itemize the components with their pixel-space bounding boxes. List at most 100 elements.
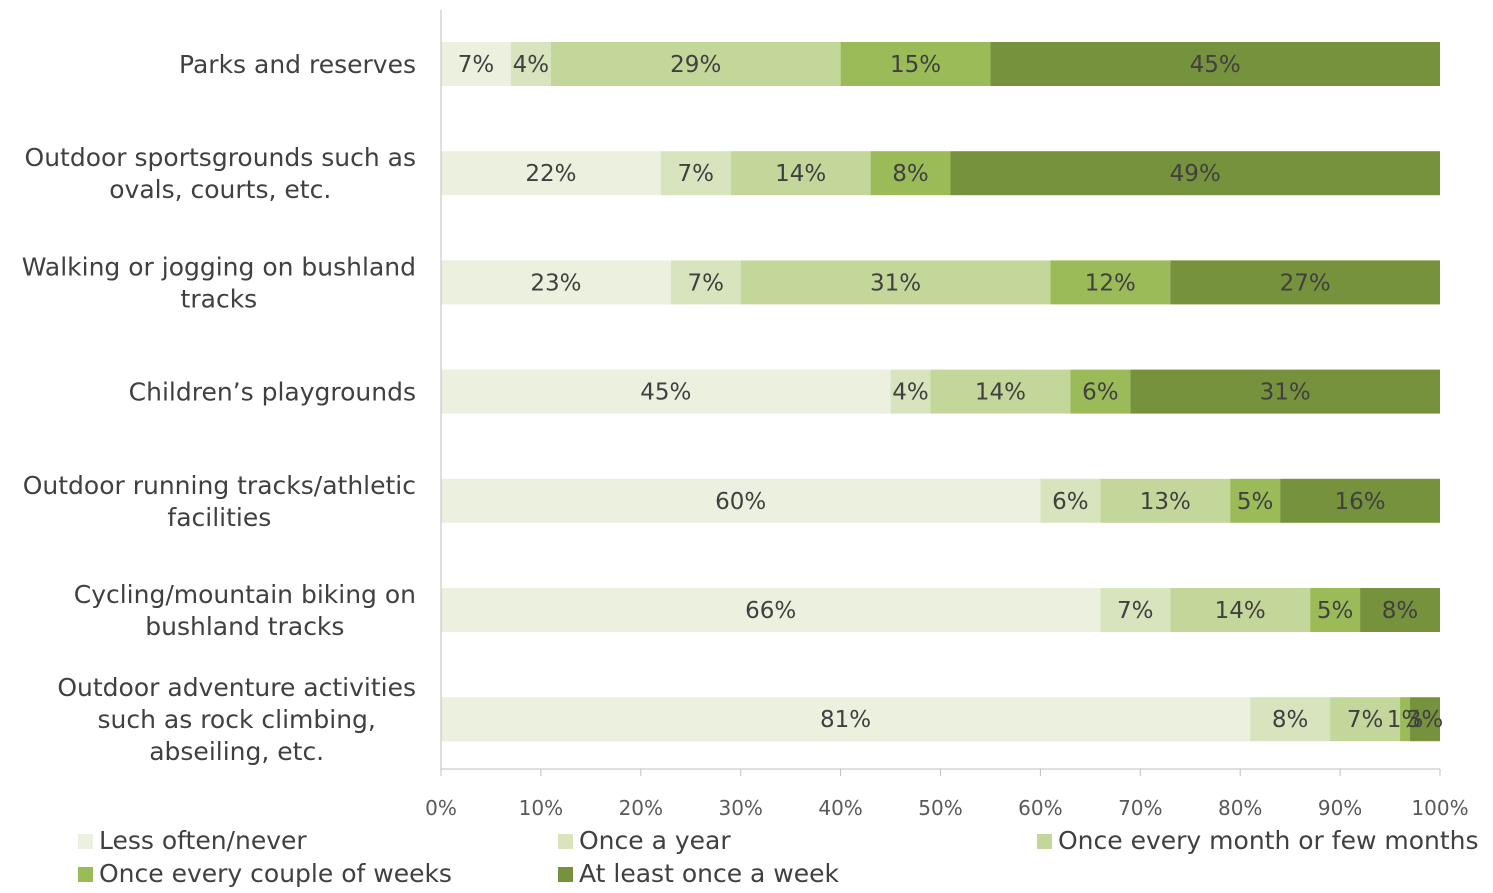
x-tick-label: 30% — [718, 796, 762, 820]
data-label: 7% — [677, 161, 714, 187]
category-label: Walking or jogging on bushland tracks — [22, 252, 416, 313]
x-tick-label: 60% — [1018, 796, 1062, 820]
legend: Less often/never Once a year Once every mo… — [78, 826, 1479, 888]
category-label: Parks and reserves — [179, 50, 416, 79]
legend-label: Once every month or few months — [1058, 826, 1479, 855]
x-tick-label: 40% — [818, 796, 862, 820]
x-axis: 0% 10% 20% 30% 40% 50% 60% 70% 80% 90% 100% — [425, 10, 1469, 820]
category-label-line: Walking or jogging on bushland — [22, 252, 416, 281]
data-label: 45% — [640, 380, 691, 406]
legend-label: Less often/never — [99, 826, 307, 855]
x-tick-label: 50% — [918, 796, 962, 820]
data-label: 8% — [1272, 707, 1309, 733]
x-tick-label: 20% — [619, 796, 663, 820]
category-label-line: tracks — [181, 284, 258, 313]
category-label-line: bushland tracks — [145, 612, 344, 641]
bar-segment — [660, 151, 731, 196]
bar-segment — [441, 478, 1041, 523]
data-label: 16% — [1335, 489, 1386, 515]
data-label: 7% — [1117, 598, 1154, 624]
category-label: Outdoor sportsgrounds such as ovals, cour… — [25, 143, 416, 204]
legend-swatch — [1037, 834, 1052, 849]
bar-segment — [1280, 478, 1440, 523]
category-labels-layer: Parks and reserves Outdoor sportsgrounds … — [22, 50, 416, 766]
bar-segment — [730, 151, 871, 196]
category-label-line: Cycling/mountain biking on — [74, 580, 416, 609]
bar-segment — [1040, 478, 1101, 523]
data-label: 8% — [1382, 598, 1419, 624]
category-label-line: facilities — [167, 503, 271, 532]
bar-segment — [441, 42, 511, 86]
bar-segment — [441, 260, 671, 305]
category-label-line: Outdoor running tracks/athletic — [23, 471, 416, 500]
data-label: 5% — [1317, 598, 1354, 624]
bar-segment — [1360, 588, 1440, 632]
data-label: 45% — [1190, 52, 1241, 78]
data-label: 14% — [975, 380, 1026, 406]
data-label: 60% — [715, 489, 766, 515]
category-label-line: Children’s playgrounds — [129, 378, 416, 407]
data-label: 4% — [513, 52, 550, 78]
legend-swatch — [558, 834, 573, 849]
x-tick-label: 80% — [1218, 796, 1262, 820]
data-label: 22% — [525, 161, 576, 187]
bar-segment — [1250, 697, 1331, 742]
bar-segment — [1050, 260, 1171, 305]
data-label: 49% — [1170, 161, 1221, 187]
bar-segment — [1170, 260, 1440, 305]
data-labels-layer: 7% 4% 29% 15% 45% 22% 7% 14% 8% 49% 23% 7% 31% 12% 27%… — [458, 52, 1444, 733]
data-label: 1% — [1387, 707, 1424, 733]
bar-segment — [550, 42, 841, 86]
category-label: Cycling/mountain biking on bushland track… — [74, 580, 416, 641]
x-tick-label: 0% — [425, 796, 457, 820]
data-label: 7% — [687, 270, 724, 296]
bar-segment — [1100, 588, 1171, 632]
data-label: 14% — [1215, 598, 1266, 624]
bar-segment — [1310, 588, 1361, 632]
bars-layer — [441, 42, 1440, 742]
data-label: 13% — [1140, 489, 1191, 515]
bar-segment — [1410, 697, 1440, 742]
category-label-line: abseiling, etc. — [149, 737, 324, 766]
data-label: 12% — [1085, 270, 1136, 296]
category-label-line: Outdoor adventure activities — [57, 673, 416, 702]
data-label: 6% — [1052, 489, 1089, 515]
category-label-line: Parks and reserves — [179, 50, 416, 79]
data-label: 27% — [1280, 270, 1331, 296]
category-label-line: ovals, courts, etc. — [109, 175, 331, 204]
data-label: 5% — [1237, 489, 1274, 515]
bar-segment — [950, 151, 1440, 196]
data-label: 81% — [820, 707, 871, 733]
legend-label: Once a year — [579, 826, 731, 855]
bar-segment — [441, 697, 1251, 742]
data-label: 7% — [458, 52, 495, 78]
data-label: 23% — [530, 270, 581, 296]
x-tick-label: 100% — [1411, 796, 1468, 820]
legend-swatch — [78, 867, 93, 882]
bar-segment — [1170, 588, 1311, 632]
data-label: 31% — [1260, 380, 1311, 406]
bar-segment — [840, 42, 991, 86]
bar-segment — [1230, 478, 1281, 523]
bar-segment — [441, 369, 891, 414]
category-label-line: such as rock climbing, — [98, 705, 376, 734]
bar-segment — [990, 42, 1440, 86]
data-label: 15% — [890, 52, 941, 78]
data-label: 8% — [892, 161, 929, 187]
bar-segment — [510, 42, 551, 86]
x-tick-label: 90% — [1318, 796, 1362, 820]
bar-segment — [740, 260, 1051, 305]
category-label-line: Outdoor sportsgrounds such as — [25, 143, 416, 172]
data-label: 6% — [1082, 380, 1119, 406]
data-label: 14% — [775, 161, 826, 187]
bar-segment — [1400, 697, 1411, 742]
bar-segment — [930, 369, 1071, 414]
bar-segment — [670, 260, 741, 305]
bar-segment — [1070, 369, 1131, 414]
bar-segment — [890, 369, 931, 414]
category-label: Outdoor adventure activities such as rock… — [57, 673, 416, 766]
x-tick-label: 70% — [1118, 796, 1162, 820]
legend-swatch — [78, 834, 93, 849]
data-label: 3% — [1407, 707, 1444, 733]
